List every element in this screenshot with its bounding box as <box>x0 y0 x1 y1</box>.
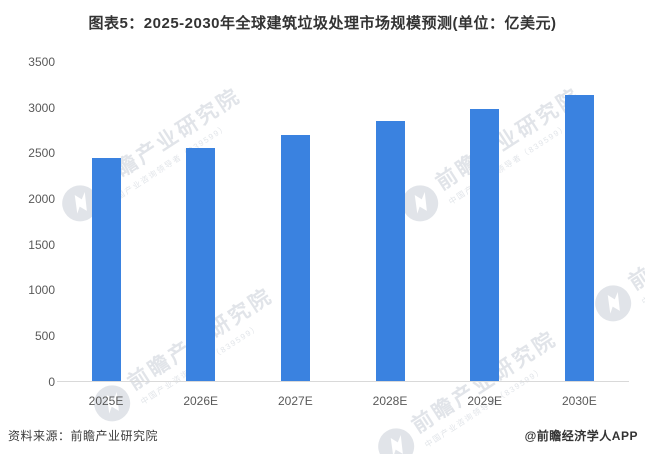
x-axis-tick-label: 2025E <box>88 394 124 408</box>
watermark-text: 前瞻产业研究院 <box>431 83 586 195</box>
x-axis-tick-label: 2029E <box>467 394 503 408</box>
qianzhan-logo-icon <box>594 284 631 321</box>
x-axis-tick-label: 2028E <box>372 394 408 408</box>
watermark-text: 前瞻产业研究院 <box>624 183 645 295</box>
bar-2029E <box>470 108 500 382</box>
y-axis-tick-label: 2000 <box>28 191 55 206</box>
y-axis-tick-label: 500 <box>34 328 55 343</box>
bar-2028E <box>375 121 405 382</box>
watermark: 前瞻产业研究院中国产业咨询领导者（839599） <box>586 180 645 331</box>
credit-note: @前瞻经济学人APP <box>524 429 638 443</box>
x-axis-tick-label: 2030E <box>562 394 597 408</box>
y-axis-tick-label: 2500 <box>28 146 55 161</box>
bar-2025E <box>91 157 121 382</box>
watermark-subtext: 中国产业咨询领导者（839599） <box>640 222 645 307</box>
bar-2030E <box>564 94 594 382</box>
bar-2026E <box>186 147 216 382</box>
chart-title: 图表5：2025-2030年全球建筑垃圾处理市场规模预测(单位：亿美元) <box>88 15 557 32</box>
y-axis-tick-label: 3000 <box>28 100 55 115</box>
x-axis-line <box>57 381 629 382</box>
qianzhan-logo-icon <box>377 427 414 454</box>
x-axis-tick-label: 2027E <box>278 394 313 408</box>
y-axis-tick-label: 3500 <box>28 55 55 69</box>
source-note: 资料来源：前瞻产业研究院 <box>8 429 159 443</box>
y-axis-tick-label: 1000 <box>28 283 55 298</box>
x-axis-tick-label: 2026E <box>183 394 219 408</box>
bar-2027E <box>280 135 310 382</box>
y-axis-tick-label: 1500 <box>28 237 55 252</box>
watermark-subtext: 中国产业咨询领导者（839599） <box>107 122 230 207</box>
watermark: 前瞻产业研究院中国产业咨询领导者（839599） <box>53 80 253 231</box>
y-axis-tick-label: 0 <box>48 374 55 389</box>
